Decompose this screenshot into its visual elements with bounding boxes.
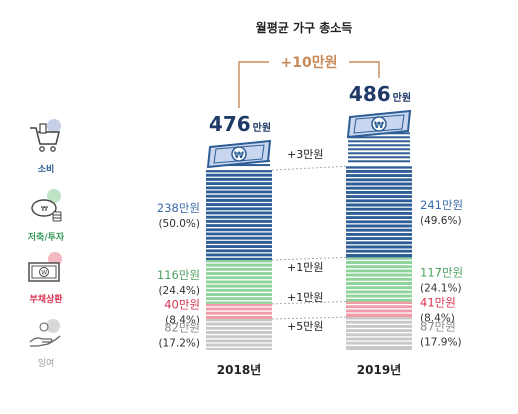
money-layer [348,160,410,163]
total-label: 476 만원 [209,112,271,136]
money-layer [208,164,270,167]
bracket-right [349,61,380,78]
legend-label-debt: 부채상환 [29,295,63,305]
connector-lines [271,165,347,320]
percent-label: (24.4%) [158,285,200,297]
legend-item-surplus: 잉여 [18,318,74,369]
percent-label: (8.4%) [165,314,200,326]
legend-label-surplus: 잉여 [37,359,55,369]
won-circle [371,116,387,132]
percent-label: (17.9%) [420,337,462,349]
banknote-inner [353,114,405,134]
value-label: 87만원 [420,320,456,334]
percent-label: (8.4%) [420,312,455,324]
change-notes: +3만원 +1만원 +1만원 +5만원 [287,148,323,333]
change-note: +1만원 [287,291,323,304]
change-note: +5만원 [287,320,323,333]
legend-item-consumption: 소비 [18,118,74,175]
value-label: 82만원 [164,321,200,335]
change-note: +1만원 [287,261,323,274]
total-number: 486 [349,82,391,106]
value-label: 117만원 [420,266,463,280]
chart-title: 월평균 가구 총소득 [256,20,353,35]
svg-text:₩: ₩ [41,205,48,213]
percent-label: (24.1%) [420,283,462,295]
hand-coins-icon [29,319,61,347]
connector-line [271,256,347,261]
total-label: 486 만원 [349,82,411,106]
banknote-icon: W [28,252,62,282]
value-label: 41만원 [420,295,456,309]
money-layer [348,144,410,147]
difference-bracket [238,61,380,108]
shopping-cart-icon [30,119,61,152]
connector-line [271,301,347,305]
svg-text:W: W [41,270,47,277]
percent-label: (50.0%) [158,218,200,230]
banknote-inner [213,144,265,164]
value-label: 40만원 [164,297,200,311]
data-labels: 238만원 (50.0%) 241만원 (49.6%) 116만원 (24.4%) 117만… [157,198,463,350]
money-stack-icon: ₩ [206,139,272,169]
legend-label-saving: 저축/투자 [27,233,65,243]
percent-label: (17.2%) [158,338,200,350]
difference-label: +10만원 [281,55,338,71]
money-layer [348,140,410,143]
money-layer [348,156,410,159]
money-layer [348,148,410,151]
value-label: 116만원 [157,268,200,282]
piggy-bank-icon: ₩ [31,189,62,222]
money-stack-icon: ₩ [346,109,412,163]
won-circle [231,146,247,162]
money-layer [348,152,410,155]
legend-item-saving: ₩ 저축/투자 [18,188,74,243]
won-sign: ₩ [234,151,244,161]
money-layer [348,136,410,139]
bar-segment [346,317,412,350]
legend-label-consumption: 소비 [37,165,55,175]
change-note: +3만원 [287,148,323,161]
category-label: 2019년 [357,363,401,377]
total-unit: 만원 [393,91,411,104]
won-sign: ₩ [374,121,384,131]
category-labels: 2018년 2019년 [217,363,401,377]
value-label: 241만원 [420,198,463,212]
total-unit: 만원 [253,121,271,134]
value-label: 238만원 [157,201,200,215]
stacked-bars [206,166,412,350]
category-label: 2018년 [217,363,261,377]
percent-label: (49.6%) [420,215,462,227]
connector-line [271,316,347,320]
total-number: 476 [209,112,251,136]
connector-line [271,165,347,171]
bracket-left [238,61,269,108]
legend-item-debt: W 부채상환 [18,252,74,305]
money-icons: ₩₩ [206,109,412,169]
